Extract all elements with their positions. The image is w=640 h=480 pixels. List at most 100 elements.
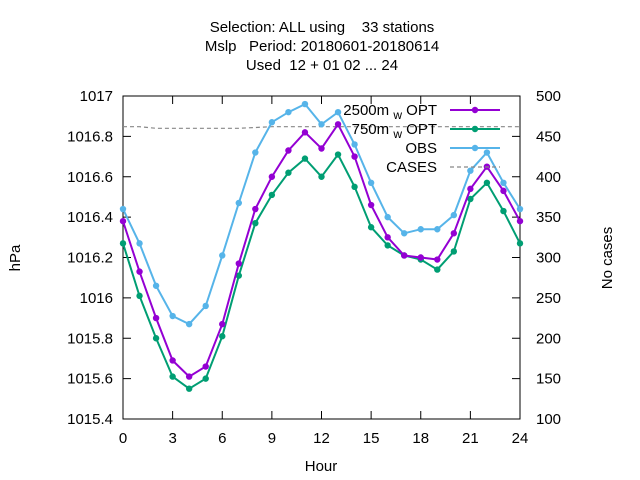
- data-point: [136, 240, 143, 247]
- y-tick-label: 1015.8: [67, 330, 113, 347]
- x-tick-label: 15: [363, 430, 380, 447]
- data-point: [202, 363, 209, 370]
- y2-tick-label: 450: [536, 128, 561, 145]
- data-point: [401, 230, 408, 237]
- data-point: [252, 149, 259, 156]
- data-point: [434, 226, 441, 233]
- data-point: [351, 141, 358, 148]
- data-point: [516, 205, 524, 213]
- data-point: [500, 179, 507, 187]
- y2-tick-label: 500: [536, 88, 561, 105]
- data-point: [318, 145, 325, 152]
- x-tick-label: 9: [268, 430, 276, 447]
- y-tick-label: 1016.2: [67, 250, 113, 267]
- y2-tick-label: 300: [536, 250, 561, 267]
- series-750m-opt: [119, 151, 524, 392]
- data-point: [301, 129, 309, 136]
- x-tick-label: 24: [512, 430, 529, 447]
- data-point: [285, 108, 292, 116]
- data-point: [285, 147, 292, 154]
- data-point: [169, 312, 176, 320]
- data-point: [450, 248, 458, 255]
- data-point: [367, 179, 375, 187]
- data-point: [202, 375, 209, 382]
- data-point: [219, 333, 226, 340]
- data-point: [235, 199, 242, 207]
- y2-tick-label: 400: [536, 169, 561, 186]
- data-point: [169, 357, 176, 364]
- data-point: [401, 252, 408, 259]
- data-point: [285, 169, 292, 176]
- data-point: [500, 187, 507, 195]
- chart-title-line: Used 12 + 01 02 ... 24: [246, 57, 398, 74]
- y-tick-label: 1015.6: [67, 371, 113, 388]
- y-tick-label: 1016: [80, 290, 113, 307]
- legend-label: 2500m w OPT: [343, 102, 437, 122]
- series-2500m-opt: [119, 121, 524, 380]
- legend-marker: [471, 106, 479, 114]
- data-point: [268, 191, 276, 199]
- data-point: [483, 149, 491, 156]
- data-point: [367, 201, 375, 209]
- chart-title-line: Selection: ALL using 33 stations: [210, 19, 435, 36]
- data-point: [367, 224, 375, 231]
- data-point: [301, 155, 309, 162]
- data-point: [301, 100, 309, 108]
- y2-tick-label: 100: [536, 411, 561, 428]
- data-point: [334, 108, 342, 116]
- y-tick-label: 1017: [80, 88, 113, 105]
- data-point: [152, 282, 160, 289]
- legend-label: 750m w OPT: [352, 121, 437, 141]
- data-point: [219, 252, 226, 259]
- data-point: [169, 373, 176, 380]
- x-tick-label: 18: [412, 430, 429, 447]
- data-point: [334, 121, 342, 128]
- y2-tick-label: 350: [536, 209, 561, 226]
- data-point: [252, 219, 259, 227]
- legend-label: OBS: [405, 140, 437, 157]
- data-point: [119, 240, 127, 247]
- series-line: [122, 152, 521, 390]
- data-point: [384, 234, 391, 241]
- data-point: [467, 185, 474, 193]
- data-point: [434, 266, 441, 273]
- chart-title-line: Mslp Period: 20180601-20180614: [205, 38, 439, 55]
- data-point: [516, 240, 524, 247]
- x-tick-label: 6: [218, 430, 226, 447]
- axes: 1015.4 1015.6 1015.8 1016 1016.2 1016.4 1016.6…: [7, 88, 616, 475]
- x-tick-label: 3: [168, 430, 176, 447]
- data-point: [219, 320, 226, 328]
- x-tick-label: 12: [313, 430, 330, 447]
- data-point: [450, 230, 458, 237]
- data-point: [384, 213, 391, 221]
- data-point: [334, 151, 342, 158]
- data-point: [235, 260, 242, 267]
- y-tick-label: 1016.6: [67, 169, 113, 186]
- series-layer: [119, 100, 524, 392]
- y-tick-label: 1016.8: [67, 128, 113, 145]
- data-point: [235, 272, 242, 279]
- x-tick-label: 0: [119, 430, 127, 447]
- series-obs: [119, 100, 524, 328]
- data-point: [185, 320, 193, 328]
- series-line: [122, 122, 521, 378]
- data-point: [268, 173, 276, 180]
- data-point: [318, 173, 325, 180]
- data-point: [152, 335, 160, 342]
- y2-tick-label: 250: [536, 290, 561, 307]
- data-point: [500, 207, 507, 215]
- data-point: [384, 242, 391, 249]
- y2-tick-label: 200: [536, 330, 561, 347]
- data-point: [351, 183, 358, 191]
- data-point: [136, 268, 143, 275]
- legend-label: CASES: [386, 159, 437, 176]
- y-axis-label: hPa: [7, 244, 24, 271]
- data-point: [434, 256, 441, 263]
- data-point: [202, 302, 209, 310]
- legend-marker: [471, 125, 479, 133]
- x-tick-label: 21: [462, 430, 479, 447]
- data-point: [417, 226, 424, 233]
